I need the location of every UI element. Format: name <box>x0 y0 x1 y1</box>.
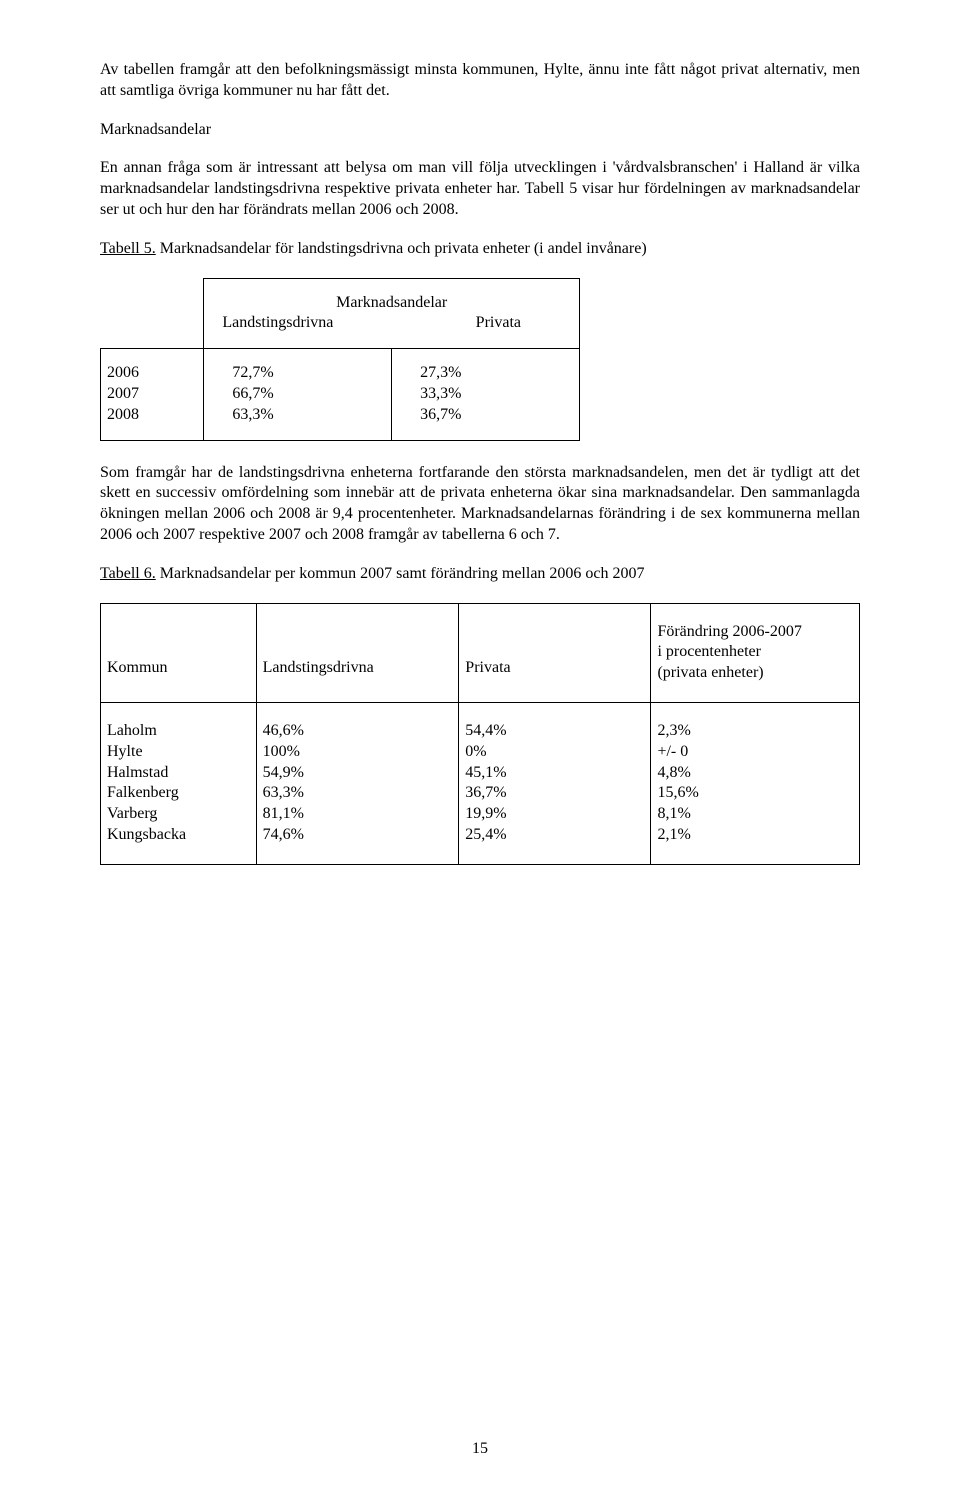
table6-header-landstingsdrivna: Landstingsdrivna <box>256 603 459 702</box>
table6-header-kommun-text: Kommun <box>107 658 246 679</box>
table5-priv-value: 33,3% <box>420 384 573 405</box>
table6-header-forandring: Förändring 2006-2007 i procentenheter (p… <box>651 603 860 702</box>
table5-year: 2007 <box>107 384 197 405</box>
table5-header-row: Marknadsandelar Landstingsdrivna Privata <box>101 278 580 349</box>
page-number: 15 <box>0 1439 960 1460</box>
table6-header-forandring-line3: (privata enheter) <box>657 663 849 684</box>
table6-lands-value: 74,6% <box>263 825 449 846</box>
section-heading-marknadsandelar: Marknadsandelar <box>100 120 860 141</box>
paragraph-background: En annan fråga som är intressant att bel… <box>100 158 860 220</box>
table6-caption-text: Marknadsandelar per kommun 2007 samt för… <box>156 565 645 582</box>
table6-kommun: Varberg <box>107 804 246 825</box>
table6-kommun: Laholm <box>107 721 246 742</box>
table5-caption-label: Tabell 5. <box>100 240 156 257</box>
table5-priv-cell: 27,3% 33,3% 36,7% <box>392 349 580 440</box>
table5-caption: Tabell 5. Marknadsandelar för landstings… <box>100 239 860 260</box>
table6-kommun: Kungsbacka <box>107 825 246 846</box>
table6-header-forandring-line2: i procentenheter <box>657 642 849 663</box>
table5-priv-value: 36,7% <box>420 405 573 426</box>
table6-priv-value: 36,7% <box>465 783 640 804</box>
table5-header-sub: Landstingsdrivna Privata <box>222 313 561 334</box>
table6-lands-value: 46,6% <box>263 721 449 742</box>
table5-year: 2006 <box>107 363 197 384</box>
table6-header-privata: Privata <box>459 603 651 702</box>
table6-lands-cell: 46,6% 100% 54,9% 63,3% 81,1% 74,6% <box>256 702 459 864</box>
table6-forandring-value: 15,6% <box>657 783 849 804</box>
table6-forandring-value: 2,1% <box>657 825 849 846</box>
table5-header-cell: Marknadsandelar Landstingsdrivna Privata <box>204 278 580 349</box>
table6-header-kommun: Kommun <box>101 603 257 702</box>
table6-lands-value: 63,3% <box>263 783 449 804</box>
table6-priv-value: 0% <box>465 742 640 763</box>
table5-body-row: 2006 2007 2008 72,7% 66,7% 63,3% 27,3% 3… <box>101 349 580 440</box>
table6-body-row: Laholm Hylte Halmstad Falkenberg Varberg… <box>101 702 860 864</box>
table6-priv-cell: 54,4% 0% 45,1% 36,7% 19,9% 25,4% <box>459 702 651 864</box>
table6-caption: Tabell 6. Marknadsandelar per kommun 200… <box>100 564 860 585</box>
table6-forandring-cell: 2,3% +/- 0 4,8% 15,6% 8,1% 2,1% <box>651 702 860 864</box>
table6-header-priv-text: Privata <box>465 658 640 679</box>
table6-header-forandring-line1: Förändring 2006-2007 <box>657 622 849 643</box>
table6-forandring-value: 2,3% <box>657 721 849 742</box>
table5-year: 2008 <box>107 405 197 426</box>
paragraph-analysis: Som framgår har de landstingsdrivna enhe… <box>100 463 860 546</box>
table6-priv-value: 45,1% <box>465 763 640 784</box>
table6-lands-value: 100% <box>263 742 449 763</box>
table6-forandring-value: 8,1% <box>657 804 849 825</box>
table6-kommun: Hylte <box>107 742 246 763</box>
table6-priv-value: 25,4% <box>465 825 640 846</box>
table6-priv-value: 54,4% <box>465 721 640 742</box>
table5-lands-value: 72,7% <box>232 363 385 384</box>
table6-header-row: Kommun Landstingsdrivna Privata Förändri… <box>101 603 860 702</box>
table5-lands-cell: 72,7% 66,7% 63,3% <box>204 349 392 440</box>
table5-years-cell: 2006 2007 2008 <box>101 349 204 440</box>
table6-kommun-cell: Laholm Hylte Halmstad Falkenberg Varberg… <box>101 702 257 864</box>
table6-kommun: Halmstad <box>107 763 246 784</box>
table5-caption-text: Marknadsandelar för landstingsdrivna och… <box>156 240 647 257</box>
table6-lands-value: 81,1% <box>263 804 449 825</box>
table6-header-lands-text: Landstingsdrivna <box>263 658 449 679</box>
table5-blank-corner <box>101 278 204 349</box>
table6: Kommun Landstingsdrivna Privata Förändri… <box>100 603 860 865</box>
table5-header-privata: Privata <box>476 313 561 334</box>
table6-caption-label: Tabell 6. <box>100 565 156 582</box>
table5-lands-value: 66,7% <box>232 384 385 405</box>
paragraph-intro: Av tabellen framgår att den befolkningsm… <box>100 60 860 102</box>
table5-priv-value: 27,3% <box>420 363 573 384</box>
table6-forandring-value: 4,8% <box>657 763 849 784</box>
table6-priv-value: 19,9% <box>465 804 640 825</box>
table6-forandring-value: +/- 0 <box>657 742 849 763</box>
table5-header-top: Marknadsandelar <box>222 293 561 314</box>
page: Av tabellen framgår att den befolkningsm… <box>0 0 960 1490</box>
table5-header-landstingsdrivna: Landstingsdrivna <box>222 313 333 334</box>
table5-lands-value: 63,3% <box>232 405 385 426</box>
table5: Marknadsandelar Landstingsdrivna Privata… <box>100 278 580 441</box>
table6-kommun: Falkenberg <box>107 783 246 804</box>
table6-lands-value: 54,9% <box>263 763 449 784</box>
